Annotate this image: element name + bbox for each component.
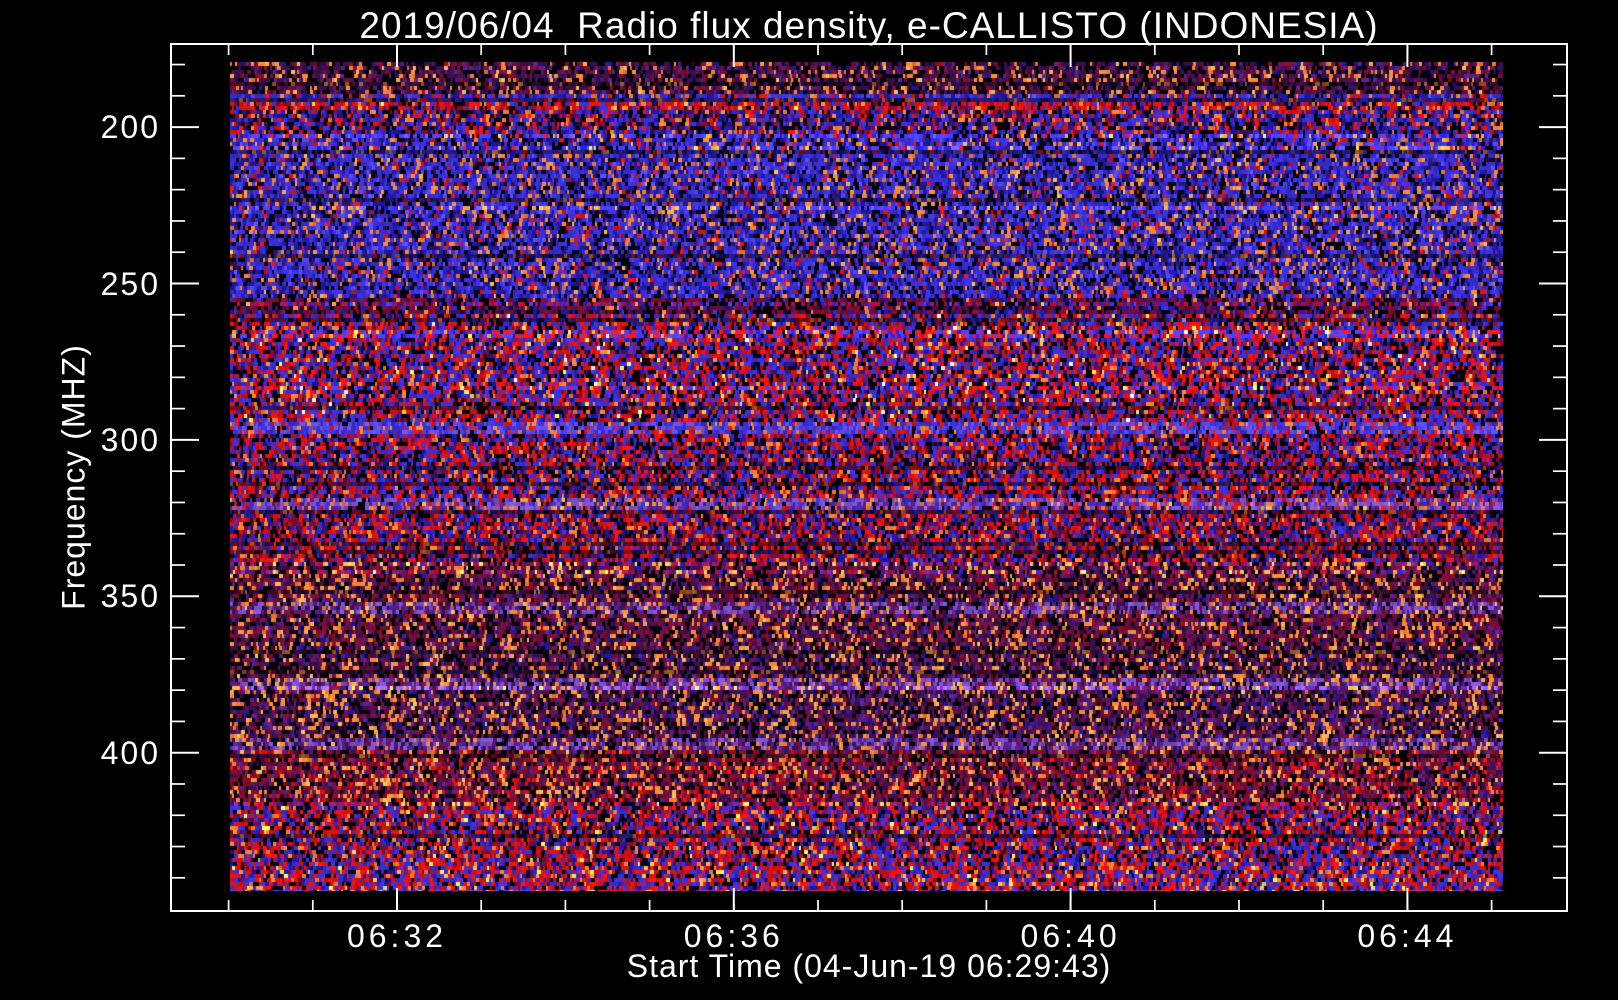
y-axis-label: Frequency (MHZ) (55, 344, 92, 610)
x-tick-label: 06:32 (346, 918, 448, 954)
y-tick-label: 250 (100, 265, 160, 302)
y-tick-label: 350 (100, 578, 160, 615)
x-tick-label: 06:44 (1357, 918, 1458, 954)
y-tick-label: 400 (100, 734, 160, 771)
y-tick-label: 200 (100, 109, 160, 146)
x-axis-label: Start Time (04-Jun-19 06:29:43) (626, 948, 1112, 984)
y-tick-label: 300 (100, 421, 160, 458)
x-tick-label: 06:36 (683, 918, 784, 954)
x-tick-label: 06:40 (1020, 918, 1121, 954)
chart-title: 2019/06/04 Radio flux density, e-CALLIST… (359, 5, 1379, 46)
spectrogram-canvas (230, 62, 1503, 891)
